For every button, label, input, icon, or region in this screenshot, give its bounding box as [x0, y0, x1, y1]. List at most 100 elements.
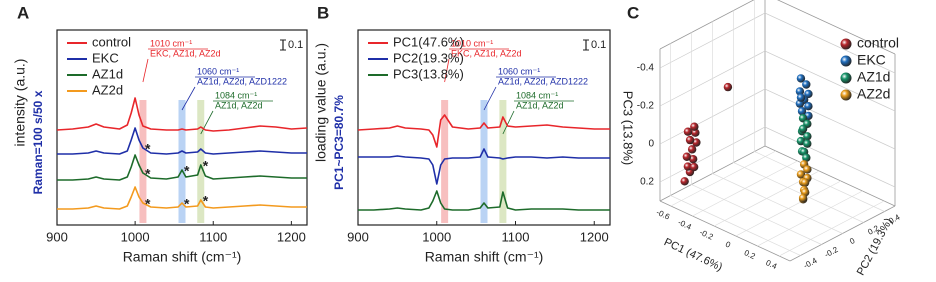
spectrum-line — [56, 97, 308, 132]
legend-label: AZ2d — [857, 86, 890, 102]
z-tick-label: 0 — [648, 139, 654, 150]
annotation-leader — [502, 110, 515, 135]
highlight-band — [441, 100, 449, 223]
annotation-leader — [483, 86, 497, 111]
z-tick-label: -0.2 — [637, 101, 655, 112]
annotation-leader — [200, 110, 214, 135]
legend-label: AZ1d — [857, 69, 890, 85]
grid-line — [691, 32, 822, 245]
point — [802, 80, 811, 89]
spectrum-line — [57, 186, 307, 210]
x-tick-label: 1000 — [422, 229, 451, 244]
grid-line — [670, 43, 801, 256]
scale-bar-label: 0.1 — [591, 39, 606, 51]
grid-line — [659, 50, 896, 112]
legend-label: PC2(19.3%) — [393, 50, 464, 65]
legend-label: EKC — [857, 52, 886, 68]
annotation-text: 1010 cm⁻¹ — [451, 38, 493, 48]
annotation-text: AZ1d, AZ2d, AZD1222 — [197, 76, 287, 86]
annotation-text: AZ1d, AZ2d — [516, 100, 564, 110]
point — [796, 170, 806, 179]
point — [689, 162, 699, 172]
point — [796, 74, 806, 83]
annotation-leader — [444, 58, 450, 83]
grid-line — [712, 21, 843, 234]
point — [803, 165, 812, 174]
x-tick-label: -0.4 — [677, 218, 694, 232]
highlight-band — [139, 100, 147, 223]
spectrum-line — [358, 148, 610, 185]
peak-marker: * — [203, 193, 209, 209]
peak-marker: * — [203, 158, 209, 174]
point — [688, 154, 698, 164]
y-tick-label: -0.2 — [823, 245, 840, 260]
x-tick-label: 0.4 — [764, 258, 778, 271]
legend-marker — [840, 55, 852, 67]
point — [723, 82, 733, 92]
plot-frame — [56, 29, 308, 226]
annotation-text: 1060 cm⁻¹ — [498, 66, 540, 76]
point — [683, 162, 693, 171]
point — [798, 124, 808, 133]
spectrum-line — [357, 114, 610, 148]
annotation-text: EKC, AZ1d, AZ2d — [451, 48, 522, 58]
point — [796, 93, 806, 102]
panel-label: B — [317, 3, 329, 22]
plot-frame — [357, 29, 611, 226]
spectrum-line — [358, 190, 610, 211]
x-tick-label: 1200 — [277, 229, 306, 244]
annotation-text: 1060 cm⁻¹ — [197, 66, 239, 76]
point — [692, 138, 701, 147]
legend-label: EKC — [92, 50, 119, 65]
highlight-band — [480, 100, 488, 223]
legend-label: PC3(13.8%) — [393, 66, 464, 81]
scale-bar-label: 0.1 — [288, 39, 303, 51]
grid-line — [659, 12, 896, 74]
y-axis-label-2: Raman=100 s/50 x — [31, 90, 45, 194]
x-tick-label: 1200 — [580, 229, 609, 244]
x-tick-label: -0.6 — [655, 208, 672, 222]
y-axis-label: loading value (a.u.) — [313, 43, 329, 162]
spectrum-line — [57, 127, 307, 155]
point — [803, 132, 812, 141]
legend-label: PC1(47.6%) — [393, 34, 464, 49]
point — [795, 87, 805, 96]
panel-label: C — [627, 3, 639, 22]
point — [804, 102, 813, 111]
point — [797, 107, 807, 116]
y-tick-label: -0.4 — [802, 256, 819, 271]
point — [804, 89, 813, 99]
point — [680, 177, 689, 186]
y-tick-label: 0 — [848, 236, 857, 246]
z-tick-label: -0.4 — [637, 63, 655, 74]
x-tick-label: 900 — [347, 229, 369, 244]
peak-marker: * — [145, 166, 151, 182]
legend-label: control — [857, 35, 899, 51]
highlight-band — [499, 100, 507, 223]
highlight-band — [197, 100, 205, 223]
x-axis-label: Raman shift (cm⁻¹) — [123, 249, 242, 265]
y-axis-label-2: PC1~PC3=80.7% — [332, 95, 346, 190]
x-tick-label: 0 — [724, 240, 732, 250]
annotation-text: 1084 cm⁻¹ — [516, 90, 558, 100]
annotation-text: AZ1d, AZ2d — [215, 100, 263, 110]
x-tick-label: 1000 — [121, 229, 150, 244]
x-tick-label: 1100 — [502, 229, 530, 244]
point — [803, 139, 812, 148]
y-axis-label: intensity (a.u.) — [12, 59, 28, 147]
legend-marker — [840, 89, 852, 101]
z-axis-label: PC3 (13.8%) — [621, 91, 636, 165]
peak-marker: * — [145, 196, 151, 212]
peak-marker: * — [184, 196, 190, 212]
grid-line — [754, 0, 885, 212]
legend-label: AZ2d — [92, 82, 123, 97]
point — [690, 122, 699, 131]
point — [685, 135, 695, 145]
x-tick-label: 900 — [46, 229, 68, 244]
annotation-text: 1084 cm⁻¹ — [215, 90, 257, 100]
legend-label: AZ1d — [92, 66, 123, 81]
